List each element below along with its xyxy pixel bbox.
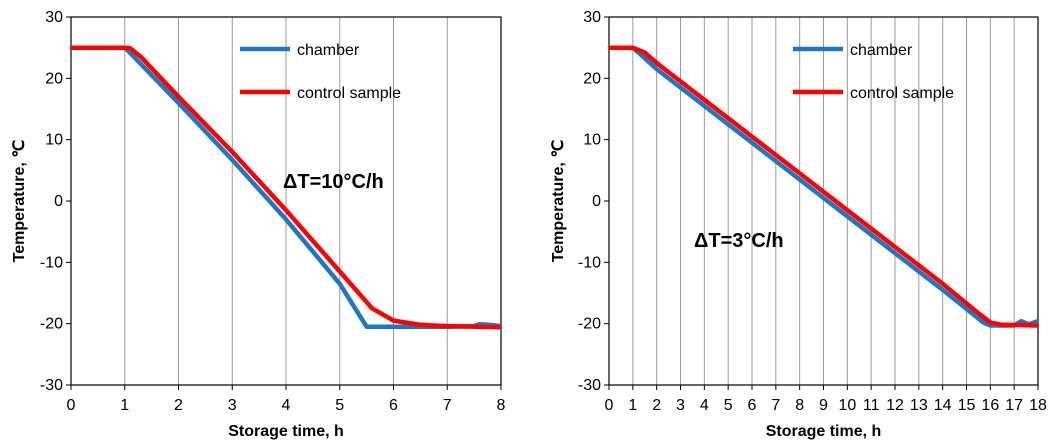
- y-tick-label: 30: [583, 9, 601, 26]
- x-tick-label: 0: [605, 397, 614, 414]
- y-tick-label: 20: [583, 70, 601, 87]
- legend: chamber control sample: [793, 42, 954, 102]
- x-tick-label: 6: [748, 397, 757, 414]
- series-line-control-sample: [71, 45, 501, 330]
- y-tick-label: -20: [578, 316, 601, 333]
- x-tick-label: 6: [389, 397, 398, 414]
- y-tick-label: -10: [40, 254, 63, 271]
- y-tick-label: 20: [45, 70, 63, 87]
- x-tick-label: 17: [1005, 397, 1023, 414]
- x-tick-label: 3: [676, 397, 685, 414]
- y-tick-label: -30: [578, 377, 601, 394]
- y-tick-label: -30: [40, 377, 63, 394]
- rate-annotation: ΔT=3°C/h: [694, 230, 784, 252]
- x-tick-label: 5: [335, 397, 344, 414]
- y-tick-label: 10: [45, 132, 63, 149]
- x-tick-label: 13: [910, 397, 928, 414]
- y-tick-label: 30: [45, 9, 63, 26]
- x-tick-label: 11: [863, 397, 880, 414]
- legend-label-chamber: chamber: [850, 42, 913, 59]
- x-tick-label: 7: [771, 397, 780, 414]
- x-tick-label: 12: [886, 397, 904, 414]
- legend-label-control-sample: control sample: [297, 85, 401, 102]
- x-tick-label: 2: [174, 397, 183, 414]
- x-tick-label: 5: [724, 397, 733, 414]
- legend-label-chamber: chamber: [297, 42, 360, 59]
- x-tick-label: 18: [1029, 397, 1047, 414]
- y-axis-title: Temperature, ℃: [11, 140, 28, 263]
- x-tick-label: 15: [958, 397, 976, 414]
- x-tick-label: 1: [120, 397, 129, 414]
- x-tick-label: 10: [838, 397, 856, 414]
- x-tick-label: 8: [497, 397, 506, 414]
- y-tick-label: 0: [54, 193, 63, 210]
- x-tick-label: 4: [282, 397, 291, 414]
- x-axis-title: Storage time, h: [766, 423, 882, 440]
- y-tick-label: -20: [40, 316, 63, 333]
- legend-label-control-sample: control sample: [850, 85, 954, 102]
- legend: chamber control sample: [240, 42, 401, 102]
- x-tick-label: 7: [443, 397, 452, 414]
- x-tick-label: 16: [981, 397, 999, 414]
- y-tick-label: 0: [592, 193, 601, 210]
- x-tick-label: 2: [652, 397, 661, 414]
- x-tick-label: 14: [934, 397, 952, 414]
- rate-annotation: ΔT=10°C/h: [283, 171, 384, 193]
- y-tick-label: 10: [583, 132, 601, 149]
- x-axis-title: Storage time, h: [228, 423, 344, 440]
- series-line-control-sample: [609, 45, 1038, 328]
- x-tick-label: 3: [228, 397, 237, 414]
- x-tick-label: 0: [67, 397, 76, 414]
- y-axis-title: Temperature, ℃: [550, 140, 567, 263]
- y-tick-label: -10: [578, 254, 601, 271]
- chart-1: -30 -20 -10 0 10 20 30 0 1 2 3 4 5 6 7 8 Storage time, h…: [11, 9, 506, 440]
- x-tick-label: 9: [819, 397, 828, 414]
- x-tick-label: 1: [628, 397, 637, 414]
- x-tick-label: 4: [700, 397, 709, 414]
- x-tick-label: 8: [795, 397, 804, 414]
